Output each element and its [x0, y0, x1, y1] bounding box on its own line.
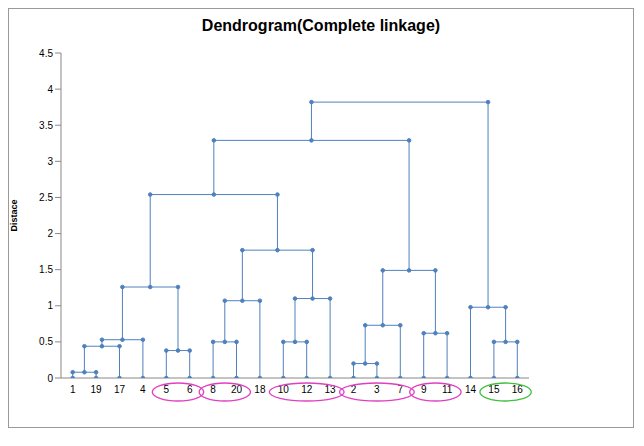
svg-text:1: 1 [70, 384, 76, 395]
svg-text:Distace: Distace [9, 199, 19, 231]
svg-text:19: 19 [91, 384, 103, 395]
svg-text:0: 0 [47, 373, 53, 384]
svg-text:15: 15 [488, 384, 500, 395]
svg-text:4.5: 4.5 [39, 48, 53, 59]
svg-text:7: 7 [398, 384, 404, 395]
svg-text:20: 20 [231, 384, 243, 395]
svg-text:3: 3 [47, 156, 53, 167]
svg-text:3: 3 [374, 384, 380, 395]
svg-text:12: 12 [301, 384, 313, 395]
svg-text:2.5: 2.5 [39, 192, 53, 203]
svg-text:8: 8 [210, 384, 216, 395]
svg-text:5: 5 [164, 384, 170, 395]
svg-text:16: 16 [512, 384, 524, 395]
svg-text:17: 17 [114, 384, 126, 395]
svg-text:2: 2 [47, 228, 53, 239]
svg-text:9: 9 [421, 384, 427, 395]
html-text:Dendrogram(Complete linkage): Dendrogram(Complete linkage) [201, 17, 441, 34]
svg-text:4: 4 [140, 384, 146, 395]
svg-text:3.5: 3.5 [39, 120, 53, 131]
svg-text:6: 6 [187, 384, 193, 395]
svg-text:10: 10 [278, 384, 290, 395]
svg-text:1.5: 1.5 [39, 264, 53, 275]
svg-text:4: 4 [47, 84, 53, 95]
svg-text:1: 1 [47, 300, 53, 311]
svg-text:2: 2 [351, 384, 357, 395]
svg-text:11: 11 [442, 384, 453, 395]
svg-text:0.5: 0.5 [39, 336, 53, 347]
svg-text:13: 13 [325, 384, 337, 395]
svg-text:18: 18 [254, 384, 266, 395]
svg-text:14: 14 [465, 384, 477, 395]
